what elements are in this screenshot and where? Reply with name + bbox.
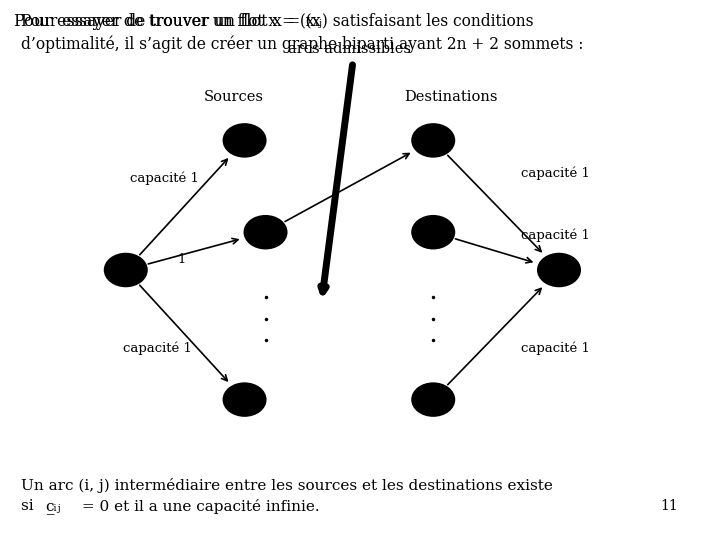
Text: arcs admissibles: arcs admissibles (288, 42, 411, 56)
Text: 2: 2 (261, 225, 271, 239)
Text: c̲ᵢⱼ: c̲ᵢⱼ (45, 500, 61, 514)
Text: capacité 1: capacité 1 (130, 172, 199, 185)
Text: Pour essayer de trouver un flot x = (xᵢⱼ) satisfaisant les conditions: Pour essayer de trouver un flot x = (xᵢⱼ… (21, 14, 534, 30)
Circle shape (413, 124, 454, 157)
Text: 1: 1 (428, 133, 438, 147)
Text: si: si (21, 500, 38, 514)
Text: Destinations: Destinations (404, 90, 498, 104)
Text: 1: 1 (178, 253, 186, 266)
Circle shape (224, 124, 266, 157)
Text: Pour essayer de trouver un flot x = (x: Pour essayer de trouver un flot x = (x (14, 14, 320, 30)
Text: n: n (428, 393, 438, 407)
Text: 1: 1 (240, 133, 249, 147)
Text: = 0 et il a une capacité infinie.: = 0 et il a une capacité infinie. (77, 500, 320, 515)
Text: n: n (240, 393, 250, 407)
Circle shape (105, 254, 147, 286)
Circle shape (224, 383, 266, 416)
Text: capacité 1: capacité 1 (521, 342, 590, 355)
Circle shape (413, 216, 454, 248)
Text: capacité 1: capacité 1 (521, 228, 590, 242)
Text: Un arc (i, j) intermédiaire entre les sources et les destinations existe: Un arc (i, j) intermédiaire entre les so… (21, 478, 553, 493)
Text: 11: 11 (660, 500, 678, 514)
Circle shape (538, 254, 580, 286)
Text: d’optimalité, il s’agit de créer un graphe biparti ayant 2n + 2 sommets :: d’optimalité, il s’agit de créer un grap… (21, 35, 583, 52)
Text: capacité 1: capacité 1 (521, 166, 590, 179)
Text: 2: 2 (428, 225, 438, 239)
Text: s: s (122, 263, 130, 277)
Circle shape (245, 216, 287, 248)
Circle shape (413, 383, 454, 416)
Text: capacité 1: capacité 1 (123, 342, 192, 355)
Text: t: t (556, 263, 562, 277)
Text: Sources: Sources (204, 90, 264, 104)
